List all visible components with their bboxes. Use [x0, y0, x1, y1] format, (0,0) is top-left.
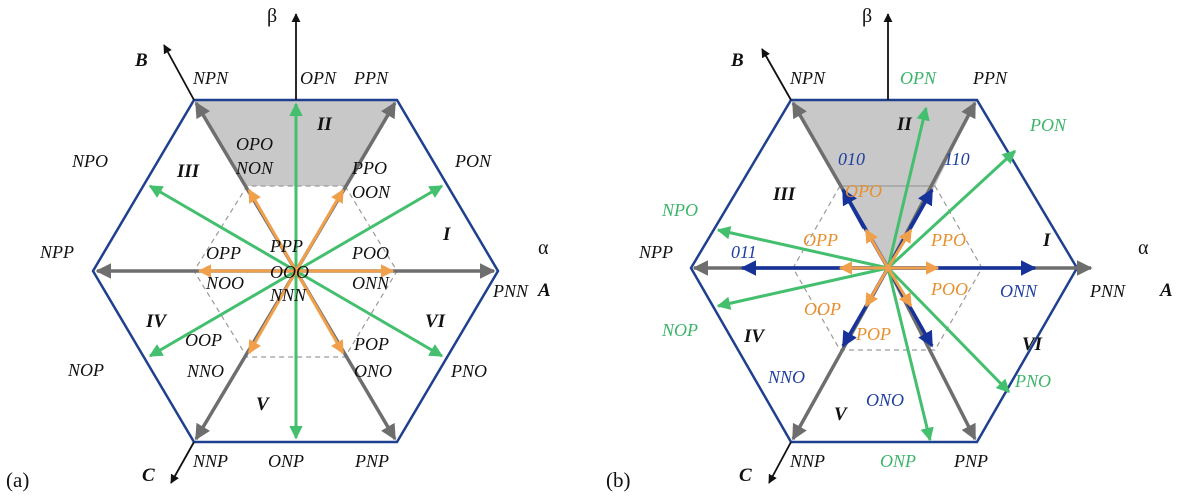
- sector-ii-label-b: II: [896, 114, 912, 135]
- label-pnn-b: PNN: [1089, 281, 1126, 301]
- label-011-b: 011: [731, 242, 757, 262]
- label-onp: ONP: [268, 451, 304, 471]
- label-npn-b: NPN: [789, 68, 826, 88]
- label-ppp: PPP: [269, 236, 303, 256]
- label-opp-b: OPP: [803, 230, 838, 250]
- label-oop-b: OOP: [804, 299, 841, 319]
- label-nno-b: NNO: [767, 367, 805, 387]
- sector-vi-label-b: VI: [1022, 334, 1043, 355]
- panel-b-label: (b): [606, 468, 631, 492]
- panel-a: β α A B C (a) NPN OPN PPN II OPO NON PPO…: [6, 5, 551, 492]
- label-ppn-b: PPN: [972, 68, 1008, 88]
- alpha-axis-label: α: [538, 237, 549, 259]
- sector-i-label: I: [442, 224, 451, 245]
- sector-i-label-b: I: [1042, 230, 1051, 251]
- panel-a-label: (a): [6, 468, 29, 492]
- label-pnp: PNP: [354, 451, 389, 471]
- label-opn: OPN: [300, 68, 337, 88]
- label-onn-b: ONN: [1000, 281, 1038, 301]
- label-pop: POP: [353, 334, 389, 354]
- label-npp-b: NPP: [638, 242, 673, 262]
- label-pno: PNO: [450, 361, 487, 381]
- phase-c-axis: [171, 442, 194, 483]
- beta-axis-label: β: [267, 5, 277, 27]
- label-pnp-b: PNP: [953, 451, 988, 471]
- label-onp-b: ONP: [880, 451, 916, 471]
- vector-onp-b: [888, 268, 930, 440]
- phase-b-axis-b: [762, 49, 791, 100]
- label-nop-b: NOP: [661, 320, 698, 340]
- beta-axis-label-b: β: [862, 5, 872, 27]
- phase-c-axis-b: [769, 442, 791, 483]
- label-pnn: PNN: [492, 281, 529, 301]
- label-opo: OPO: [236, 134, 273, 154]
- label-opp: OPP: [206, 243, 241, 263]
- sector-iv-label-b: IV: [743, 326, 765, 347]
- label-110-b: 110: [944, 149, 970, 169]
- sector-iv-label: IV: [145, 311, 167, 332]
- label-ppn: PPN: [353, 68, 389, 88]
- sector-vi-label: VI: [425, 311, 446, 332]
- label-poo-b: POO: [930, 279, 968, 299]
- label-pon-b: PON: [1029, 115, 1067, 135]
- label-opn-b: OPN: [900, 68, 937, 88]
- label-pon: PON: [454, 151, 492, 171]
- sector-iii-label-b: III: [772, 184, 796, 205]
- phase-a-label-b: A: [1159, 280, 1173, 301]
- label-noo: NOO: [205, 273, 244, 293]
- label-npo: NPO: [71, 151, 108, 171]
- label-non: NON: [235, 158, 274, 178]
- label-opo-b: OPO: [845, 181, 882, 201]
- alpha-axis-label-b: α: [1138, 237, 1149, 259]
- label-pop-b: POP: [855, 324, 891, 344]
- phase-c-label-b: C: [739, 465, 752, 486]
- label-oon: OON: [352, 182, 391, 202]
- label-oop: OOP: [185, 330, 222, 350]
- label-onn: ONN: [352, 273, 390, 293]
- sector-iii-label: III: [176, 161, 200, 182]
- label-ppo-b: PPO: [930, 230, 966, 250]
- sector-ii-label: II: [316, 114, 332, 135]
- label-nno: NNO: [186, 361, 224, 381]
- label-nnn: NNN: [269, 285, 307, 305]
- label-poo: POO: [351, 243, 389, 263]
- phase-a-label: A: [537, 280, 551, 301]
- label-nop: NOP: [67, 360, 104, 380]
- label-npn: NPN: [192, 68, 229, 88]
- label-nnp: NNP: [192, 451, 228, 471]
- phase-b-axis: [164, 45, 194, 100]
- label-npp: NPP: [39, 242, 74, 262]
- label-pno-b: PNO: [1014, 371, 1051, 391]
- label-npo-b: NPO: [661, 200, 698, 220]
- phase-c-label: C: [142, 465, 155, 486]
- vector-nop-b: [718, 268, 888, 306]
- phase-b-label-b: B: [730, 50, 744, 71]
- label-010-b: 010: [838, 149, 865, 169]
- label-ono: ONO: [354, 361, 392, 381]
- label-ppo: PPO: [351, 158, 387, 178]
- sector-v-label: V: [256, 394, 270, 415]
- panel-b: β α A B C (b) NPN OPN PPN II PON 010 110…: [606, 5, 1173, 492]
- label-ooo: OOO: [270, 262, 309, 282]
- label-nnp-b: NNP: [789, 451, 825, 471]
- phase-b-label: B: [134, 50, 148, 71]
- sector-v-label-b: V: [834, 404, 848, 425]
- label-ono-b: ONO: [866, 390, 904, 410]
